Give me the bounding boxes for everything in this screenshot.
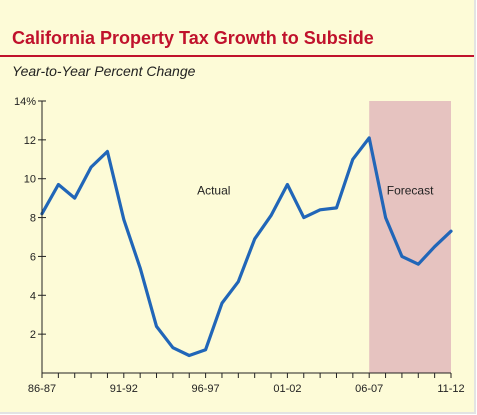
data-point [89, 165, 93, 169]
x-tick-label: 91-92 [110, 383, 138, 395]
series-line [40, 136, 453, 358]
data-point [73, 196, 76, 200]
forecast-label: Forecast [387, 183, 434, 197]
actual-label: Actual [197, 183, 230, 197]
data-point [204, 348, 207, 351]
data-point [433, 245, 436, 248]
data-point [368, 136, 371, 140]
chart-subtitle: Year-to-Year Percent Change [12, 63, 196, 79]
annotations: Actual Forecast [197, 183, 434, 197]
data-point [449, 229, 453, 233]
data-point [286, 183, 289, 186]
data-point [237, 280, 240, 283]
y-tick-label: 4 [30, 290, 36, 302]
data-point [171, 346, 175, 349]
data-point [122, 218, 126, 221]
y-axis: 2 4 6 8 10 12 14% [14, 96, 46, 341]
chart-title: California Property Tax Growth to Subsid… [12, 28, 374, 48]
y-tick-label: 14% [14, 96, 36, 108]
data-point [220, 301, 224, 305]
data-point [155, 325, 158, 328]
data-point [269, 214, 273, 217]
data-point [188, 354, 191, 357]
data-point [253, 237, 256, 241]
x-tick-label: 86-87 [28, 383, 56, 395]
forecast-region [369, 101, 451, 373]
data-point [384, 216, 387, 219]
x-axis: 86-87 91-92 96-97 01-02 06-07 11-12 [28, 373, 465, 395]
x-tick-label: 96-97 [192, 383, 220, 395]
data-point [417, 263, 420, 266]
data-point [138, 266, 142, 270]
data-point [57, 183, 60, 186]
data-point [318, 208, 322, 211]
data-point [335, 206, 338, 210]
x-tick-label: 11-12 [437, 383, 464, 395]
y-tick-label: 8 [30, 213, 36, 225]
x-tick-label: 01-02 [273, 383, 301, 395]
y-tick-label: 10 [24, 174, 36, 186]
data-point [106, 150, 109, 153]
title-divider [0, 55, 474, 57]
y-tick-label: 2 [30, 329, 36, 341]
data-point [302, 216, 305, 219]
data-point [400, 255, 404, 258]
y-tick-label: 6 [30, 251, 36, 263]
x-tick-label: 06-07 [355, 383, 383, 395]
data-point [351, 158, 355, 161]
y-tick-label: 12 [24, 135, 36, 147]
